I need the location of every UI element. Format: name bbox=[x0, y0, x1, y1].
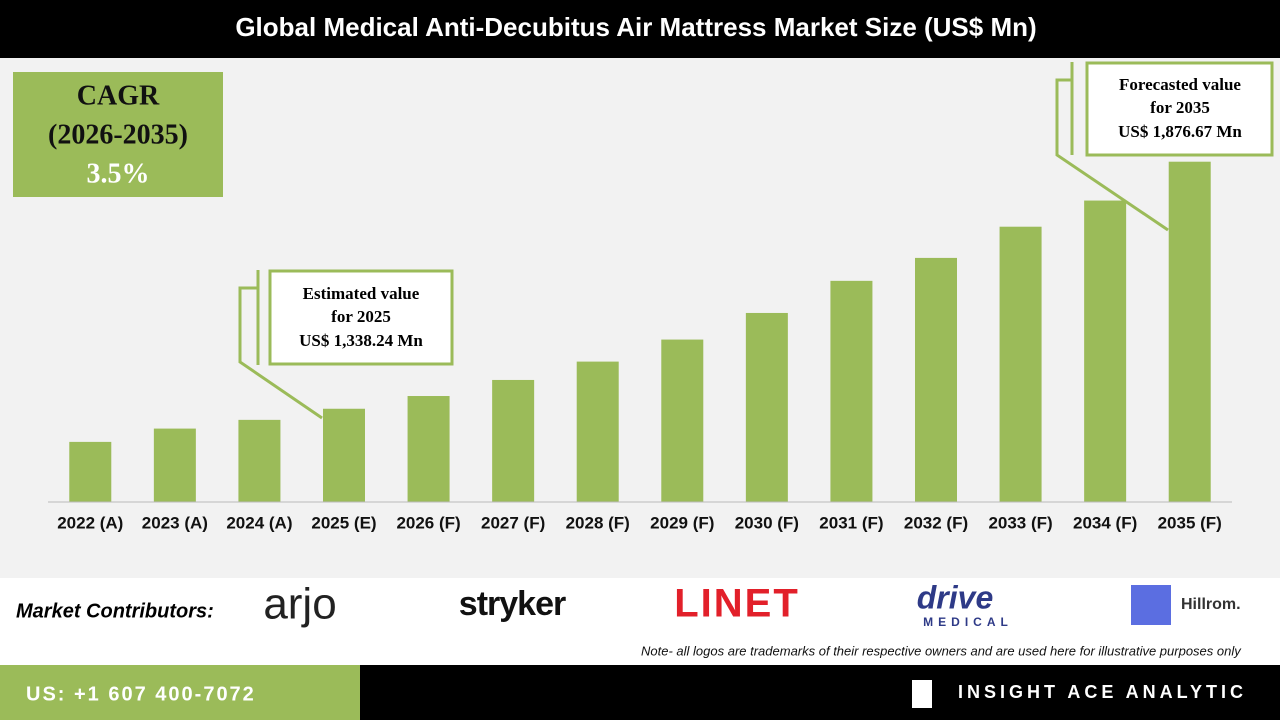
callout-text: Forecasted value bbox=[1119, 75, 1241, 94]
value-label: US$ 1,338.24 Mn bbox=[299, 331, 423, 350]
x-tick-label: 2035 (F) bbox=[1158, 513, 1222, 532]
x-tick-label: 2026 (F) bbox=[396, 513, 460, 532]
x-tick-label: 2032 (F) bbox=[904, 513, 968, 532]
x-tick-label: 2034 (F) bbox=[1073, 513, 1137, 532]
cagr-box bbox=[13, 72, 223, 197]
bar bbox=[1084, 200, 1127, 502]
cagr-value: 3.5% bbox=[87, 158, 150, 189]
brand-icon bbox=[912, 680, 932, 708]
x-tick-label: 2025 (E) bbox=[311, 513, 376, 532]
logo: Hillrom. bbox=[1181, 596, 1241, 613]
callout-box bbox=[268, 269, 454, 366]
callout-line bbox=[1055, 78, 1169, 232]
x-tick-label: 2029 (F) bbox=[650, 513, 714, 532]
cagr-period: (2026-2035) bbox=[48, 119, 188, 150]
callout-text: Estimated value bbox=[303, 284, 420, 303]
logo: LINET bbox=[674, 582, 800, 626]
plot: 2022 (A) 2023 (A) 2024 (A) 2025 (E) 2026 (F)… bbox=[48, 161, 1232, 532]
logo-icon bbox=[1131, 585, 1171, 625]
note: Note- all logos are trademarks of their … bbox=[641, 643, 1242, 658]
phone: US: +1 607 400-7072 bbox=[26, 683, 256, 705]
bar bbox=[407, 396, 450, 502]
x-tick-label: 2033 (F) bbox=[988, 513, 1052, 532]
logo-strip bbox=[0, 578, 1280, 665]
logo: arjo bbox=[263, 580, 336, 629]
bar bbox=[323, 408, 365, 502]
footer-dark bbox=[360, 665, 1280, 720]
callout-text: for 2025 bbox=[331, 307, 391, 326]
callout-box bbox=[1085, 61, 1274, 157]
x-tick-label: 2022 (A) bbox=[57, 513, 123, 532]
x-tick-label: 2031 (F) bbox=[819, 513, 883, 532]
footer-green bbox=[0, 665, 360, 720]
callout-line bbox=[238, 286, 323, 420]
chart-title: Global Medical Anti-Decubitus Air Mattre… bbox=[235, 12, 1036, 42]
logo: stryker bbox=[459, 585, 566, 623]
x-tick-label: 2030 (F) bbox=[735, 513, 799, 532]
value-label: US$ 1,876.67 Mn bbox=[1118, 122, 1242, 141]
bar bbox=[492, 379, 535, 502]
callout-text: for 2035 bbox=[1150, 98, 1210, 117]
bar bbox=[661, 339, 704, 502]
bar bbox=[238, 419, 281, 502]
callout-2035: Forecasted value for 2035 US$ 1,876.67 M… bbox=[1055, 61, 1274, 232]
bar bbox=[153, 428, 196, 502]
bar bbox=[1168, 161, 1211, 502]
logo: drive bbox=[917, 579, 993, 615]
callout-2025: Estimated value for 2025 US$ 1,338.24 Mn bbox=[238, 269, 454, 420]
bar bbox=[745, 312, 788, 502]
x-tick-label: 2023 (A) bbox=[142, 513, 208, 532]
bar bbox=[576, 361, 619, 502]
x-tick-label: 2024 (A) bbox=[226, 513, 292, 532]
header-bar bbox=[0, 0, 1280, 58]
bar bbox=[69, 441, 112, 502]
bar bbox=[830, 280, 873, 502]
cagr-label: CAGR bbox=[77, 80, 160, 111]
bar bbox=[999, 226, 1042, 503]
x-tick-label: 2027 (F) bbox=[481, 513, 545, 532]
brand: INSIGHT ACE ANALYTIC bbox=[958, 682, 1247, 702]
contributors-label: Market Contributors: bbox=[16, 600, 214, 622]
logo: MEDICAL bbox=[923, 615, 1013, 629]
x-tick-label: 2028 (F) bbox=[566, 513, 630, 532]
bar bbox=[915, 257, 957, 502]
